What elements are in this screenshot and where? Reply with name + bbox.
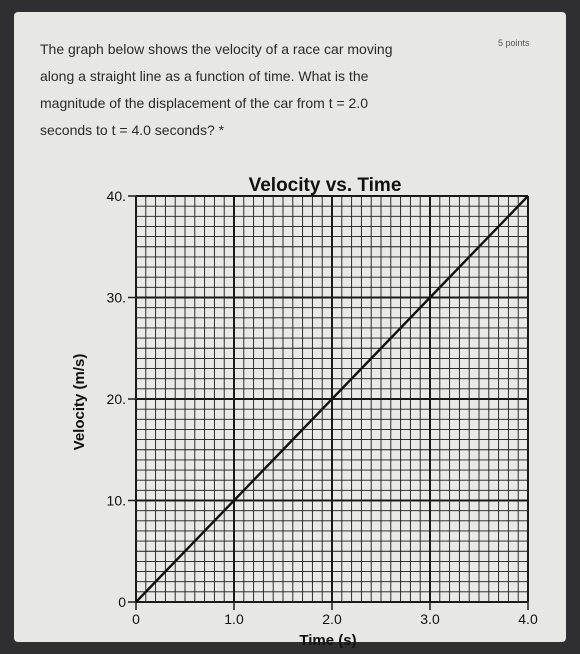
question-line-3: magnitude of the displacement of the car… (40, 95, 369, 111)
y-axis-label: Velocity (m/s) (71, 354, 88, 451)
data-series (135, 195, 529, 603)
question-text: The graph below shows the velocity of a … (40, 36, 480, 144)
x-tick-label: 2.0 (322, 611, 342, 627)
x-axis-label: Time (s) (299, 632, 356, 649)
axis-ticks (128, 195, 529, 610)
velocity-line (135, 195, 529, 603)
y-tick-label: 20. (107, 391, 126, 407)
y-tick-label: 10. (107, 493, 126, 509)
x-tick-label: 0 (132, 611, 140, 627)
x-tick-label: 1.0 (224, 611, 244, 627)
question-line-1: The graph below shows the velocity of a … (40, 41, 393, 57)
question-line-4: seconds to t = 4.0 seconds? * (40, 122, 225, 138)
points-label: 5 points (498, 38, 530, 48)
y-tick-label: 0 (118, 594, 126, 610)
y-tick-label: 40. (107, 188, 126, 204)
x-tick-label: 3.0 (420, 611, 440, 627)
y-tick-label: 30. (107, 290, 126, 306)
chart-title: Velocity vs. Time (249, 175, 402, 196)
x-tick-label: 4.0 (518, 611, 538, 627)
axis-labels: 0 1.0 2.0 3.0 4.0 0 10. 20. 30. 40. (107, 188, 538, 627)
question-line-2: along a straight line as a function of t… (40, 68, 369, 84)
